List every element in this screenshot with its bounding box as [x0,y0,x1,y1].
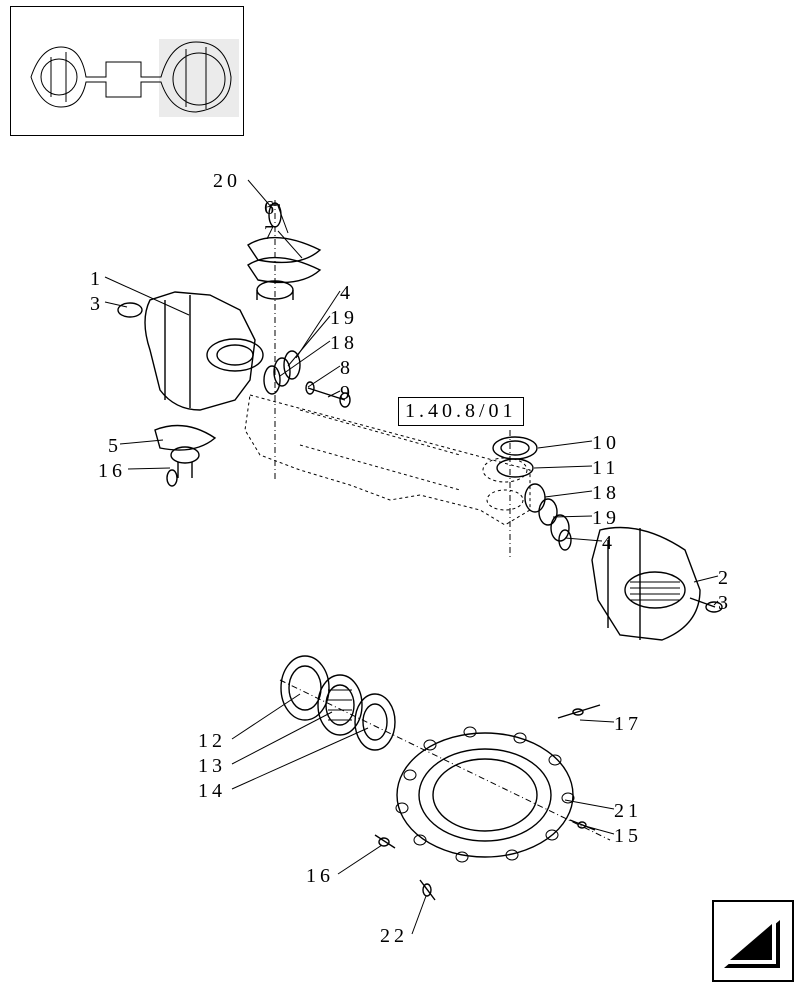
callout-14: 14 [198,780,226,803]
callout-20: 20 [213,170,241,193]
callout-4-lh: 4 [340,282,354,305]
callout-6: 6 [264,197,278,220]
callout-3-lh: 3 [90,293,104,316]
callout-13: 13 [198,755,226,778]
callout-16-hub: 16 [306,865,334,888]
callout-18-lh: 18 [330,332,358,355]
callout-22: 22 [380,925,408,948]
callout-21: 21 [614,800,642,823]
callout-16-lh: 16 [98,460,126,483]
main-exploded-view [0,0,812,1000]
callout-1: 1 [90,268,104,291]
callout-19-lh: 19 [330,307,358,330]
callout-19-rh: 19 [592,507,620,530]
callout-4-rh: 4 [602,532,616,555]
callout-3-rh: 3 [718,592,732,615]
callout-8: 8 [340,357,354,380]
callout-5: 5 [108,435,122,458]
callout-17: 17 [614,713,642,736]
callout-10: 10 [592,432,620,455]
cross-reference-box: 1.40.8/01 [398,397,524,426]
callout-12: 12 [198,730,226,753]
callout-2: 2 [718,567,732,590]
next-page-icon[interactable] [712,900,794,982]
callout-7: 7 [264,222,278,245]
callout-9: 9 [340,382,354,405]
callout-11: 11 [592,457,619,480]
callout-15: 15 [614,825,642,848]
callout-18-rh: 18 [592,482,620,505]
